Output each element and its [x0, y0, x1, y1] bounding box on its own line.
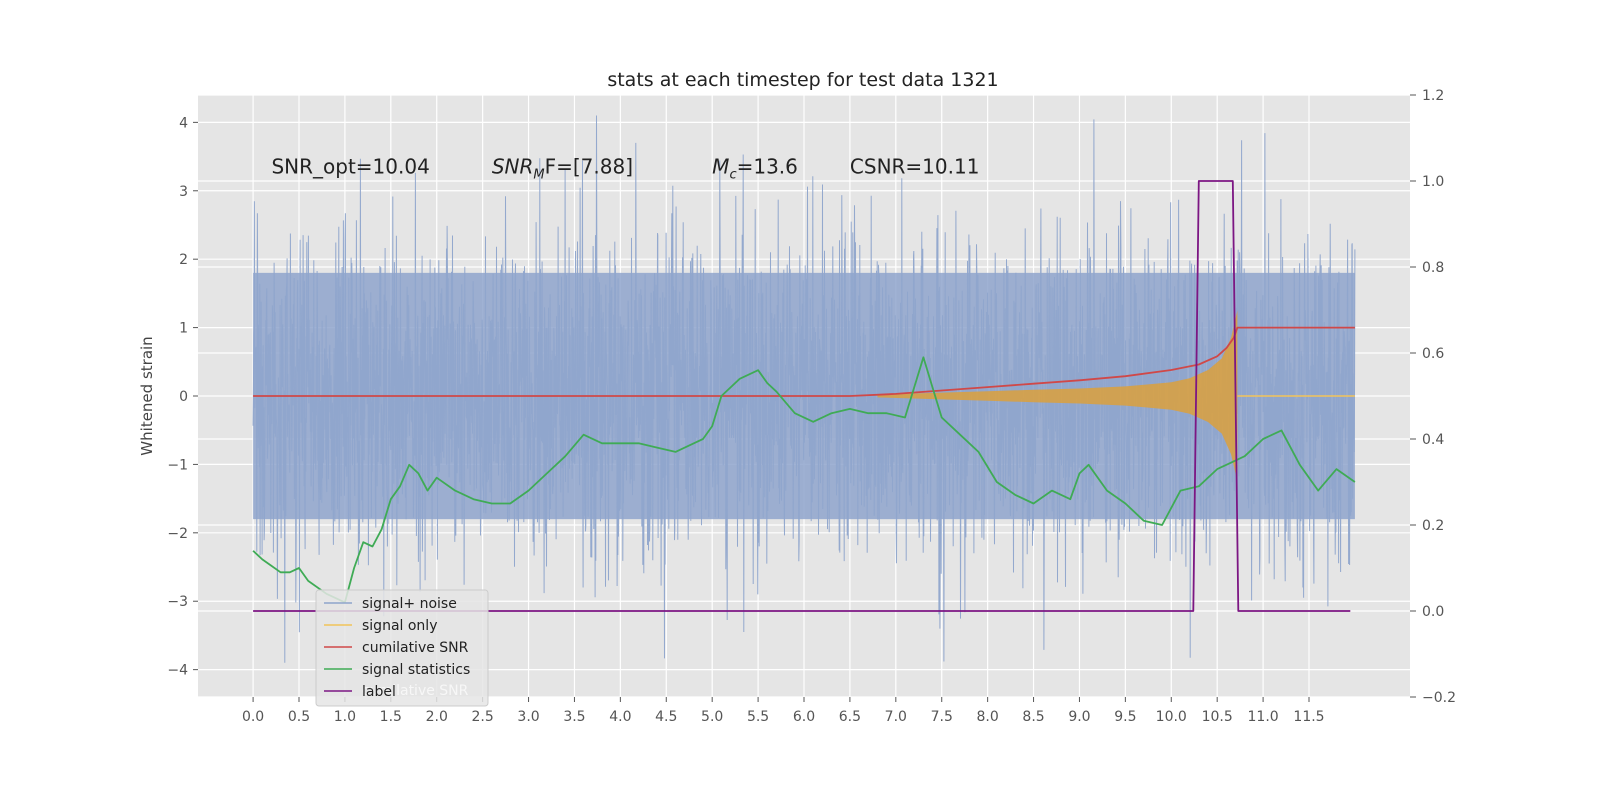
x-tick-label: 7.0 — [885, 709, 907, 725]
y-tick-label: −1 — [167, 457, 188, 473]
x-tick-label: 0.5 — [288, 709, 310, 725]
signal-only-envelope — [877, 310, 1238, 482]
chart-title: stats at each timestep for test data 132… — [607, 69, 998, 91]
legend-entry-signal-statistics: signal statistics — [324, 662, 470, 678]
annotation-snr-mf: SNRMF=[7.88] — [492, 155, 633, 183]
y-axis-label: Whitened strain — [138, 336, 156, 455]
x-tick-label: 1.5 — [380, 709, 402, 725]
x-tick-label: 6.5 — [839, 709, 861, 725]
legend-entry-signal-only: signal only — [324, 618, 437, 634]
x-tick-label: 3.5 — [563, 709, 585, 725]
legend-box — [315, 589, 489, 707]
x-tick-label: 11.5 — [1293, 709, 1324, 725]
x-tick-label: 4.5 — [655, 709, 677, 725]
x-tick-label: 0.0 — [242, 709, 264, 725]
cumilative-snr-line — [253, 326, 1355, 397]
legend-label: signal+ noise — [362, 596, 457, 612]
x-tick-label: 1.0 — [334, 709, 356, 725]
x-tick-label: 10.0 — [1156, 709, 1187, 725]
label-line — [253, 180, 1351, 612]
x-tick-label: 9.0 — [1068, 709, 1090, 725]
legend-entry-signal-noise: signal+ noise — [324, 596, 457, 612]
y2-tick-label: 0.0 — [1422, 604, 1444, 620]
y-tick-label: −2 — [167, 526, 188, 542]
legend-label: label — [362, 684, 396, 700]
x-tick-label: 8.5 — [1022, 709, 1044, 725]
y2-tick-label: 0.2 — [1422, 518, 1444, 534]
y-tick-label: −3 — [167, 594, 188, 610]
y-tick-label: 2 — [179, 252, 188, 268]
x-tick-label: 5.5 — [747, 709, 769, 725]
y-tick-label: 4 — [179, 115, 188, 131]
y2-tick-label: 1.2 — [1422, 88, 1444, 104]
signal-statistics-line — [252, 356, 1356, 604]
y2-tick-label: 0.4 — [1422, 432, 1444, 448]
x-tick-label: 3.0 — [517, 709, 539, 725]
x-tick-label: 4.0 — [609, 709, 631, 725]
annotation-snr-opt: SNR_opt=10.04 — [271, 155, 429, 179]
annotation-csnr: CSNR=10.11 — [850, 155, 980, 179]
y-tick-label: 3 — [179, 184, 188, 200]
annotations: SNR_opt=10.04 SNRMF=[7.88] Mc=13.6 CSNR=… — [271, 155, 979, 183]
x-tick-label: 11.0 — [1248, 709, 1279, 725]
y2-tick-label: 1.0 — [1422, 174, 1444, 190]
legend-label: signal statistics — [362, 662, 470, 678]
series-lines — [252, 180, 1356, 612]
annotation-mc: Mc=13.6 — [712, 155, 798, 183]
axes: 0.0 0.5 1.0 1.5 2.0 2.5 3.0 3.5 4.0 4.5 5.0 5.5 6.0 6… — [167, 88, 1456, 725]
legend-ghost-text: cumilative SNR — [362, 683, 469, 699]
signal-only-series — [877, 310, 1355, 482]
y-tick-label: 0 — [179, 389, 188, 405]
y2-tick-label: −0.2 — [1422, 690, 1456, 706]
x-tick-label: 2.5 — [472, 709, 494, 725]
x-tick-label: 9.5 — [1114, 709, 1136, 725]
legend-label: signal only — [362, 618, 437, 634]
x-tick-label: 7.5 — [931, 709, 953, 725]
y-tick-label: 1 — [179, 321, 188, 337]
x-tick-label: 10.5 — [1202, 709, 1233, 725]
legend-entry-cumilative-snr: cumilative SNR — [324, 640, 469, 656]
x-tick-label: 6.0 — [793, 709, 815, 725]
y-tick-label: −4 — [167, 663, 188, 679]
legend-entry-label: label — [324, 684, 396, 700]
legend: cumilative SNR signal+ noise signal only… — [315, 589, 489, 707]
legend-label: cumilative SNR — [362, 640, 469, 656]
signal-noise-line — [252, 115, 1356, 663]
y2-tick-label: 0.8 — [1422, 260, 1444, 276]
x-tick-label: 5.0 — [701, 709, 723, 725]
x-tick-label: 2.0 — [426, 709, 448, 725]
y2-tick-label: 0.6 — [1422, 346, 1444, 362]
x-tick-label: 8.0 — [977, 709, 999, 725]
